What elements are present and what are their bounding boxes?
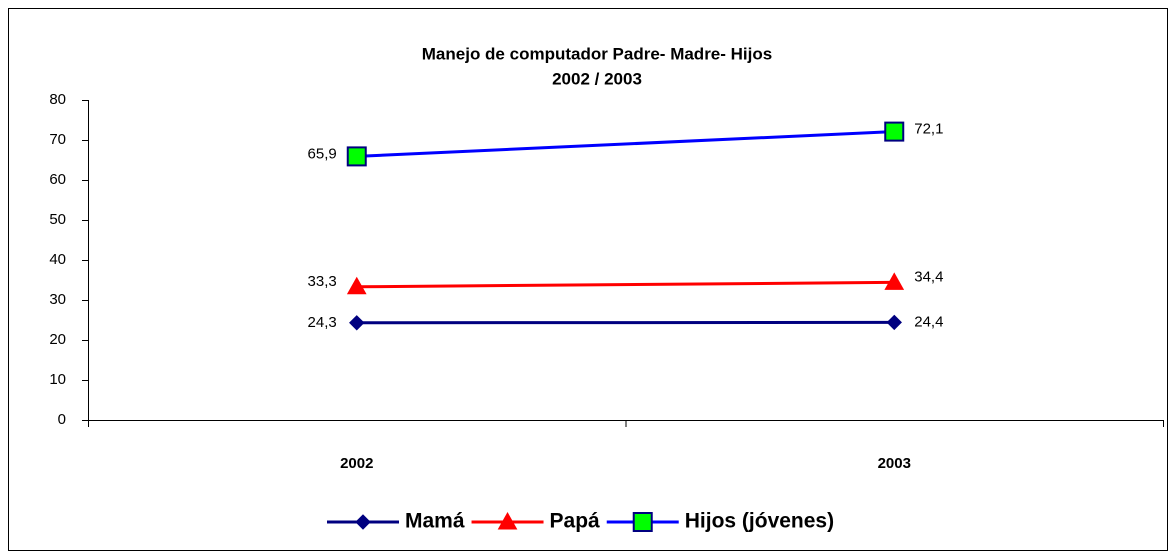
y-tick-label: 40 bbox=[49, 251, 66, 268]
legend-label: Papá bbox=[550, 510, 601, 533]
chart-title: Manejo de computador Padre- Madre- Hijos bbox=[422, 44, 772, 63]
y-tick-label: 30 bbox=[49, 291, 66, 308]
chart-subtitle: 2002 / 2003 bbox=[552, 69, 642, 88]
y-tick-label: 60 bbox=[49, 171, 66, 188]
data-label: 72,1 bbox=[914, 121, 943, 138]
legend-label: Hijos (jóvenes) bbox=[685, 510, 834, 533]
y-tick-label: 80 bbox=[49, 91, 66, 108]
chart-frame bbox=[9, 9, 1168, 551]
y-tick-label: 70 bbox=[49, 131, 66, 148]
marker-square bbox=[634, 513, 652, 531]
data-label: 65,9 bbox=[308, 145, 337, 162]
data-label: 33,3 bbox=[308, 273, 337, 290]
marker-square bbox=[885, 123, 903, 141]
y-tick-label: 10 bbox=[49, 371, 66, 388]
legend-label: Mamá bbox=[405, 510, 465, 533]
y-tick-label: 50 bbox=[49, 211, 66, 228]
x-tick-label: 2003 bbox=[878, 455, 911, 472]
y-tick-label: 0 bbox=[58, 411, 66, 428]
data-label: 34,4 bbox=[914, 268, 943, 285]
data-label: 24,4 bbox=[914, 313, 943, 330]
data-label: 24,3 bbox=[308, 314, 337, 331]
y-tick-label: 20 bbox=[49, 331, 66, 348]
marker-square bbox=[348, 147, 366, 165]
x-tick-label: 2002 bbox=[340, 455, 373, 472]
